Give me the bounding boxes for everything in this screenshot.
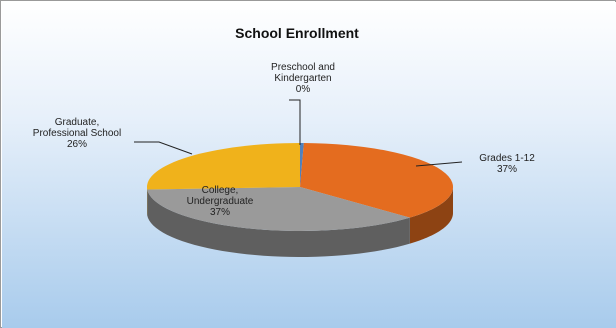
slice-side-1 (409, 187, 453, 244)
slice-1 (300, 143, 454, 218)
label-group: Preschool and Kindergarten 0% Grades 1-12 37… (33, 62, 535, 218)
slice-side-2 (147, 189, 410, 257)
chart-title: School Enrollment (235, 25, 359, 41)
data-label-1: Grades 1-12 37% (479, 153, 535, 175)
slice-3 (146, 143, 300, 190)
leader-line-3 (134, 141, 193, 155)
slice-0 (300, 142, 304, 187)
data-label-3: Graduate, Professional School 26% (33, 117, 121, 150)
data-label-0: Preschool and Kindergarten 0% (271, 62, 335, 95)
leader-line-0 (289, 99, 301, 145)
pie-group (146, 142, 454, 257)
slice-2 (147, 187, 410, 231)
data-label-2: College, Undergraduate 37% (187, 185, 254, 218)
leader-line-1 (415, 161, 463, 167)
